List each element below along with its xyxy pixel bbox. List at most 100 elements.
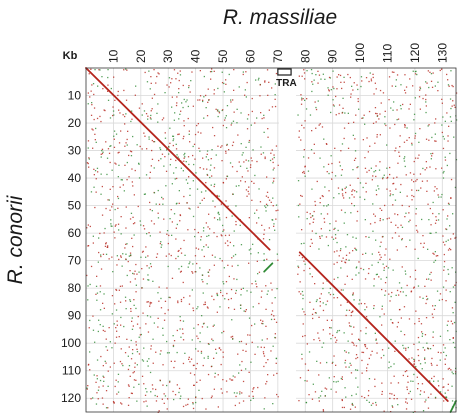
background-dot [92, 129, 94, 131]
background-dot [306, 98, 308, 100]
background-dot [382, 263, 384, 265]
background-dot [322, 287, 324, 290]
background-dot [113, 323, 115, 325]
background-dot [213, 217, 216, 219]
background-dot [105, 346, 107, 348]
background-dot [332, 238, 335, 240]
background-dot [318, 374, 320, 376]
background-dot [425, 161, 427, 163]
background-dot [240, 307, 242, 309]
background-dot [376, 136, 378, 138]
background-dot [100, 268, 103, 270]
background-dot [151, 139, 153, 142]
background-dot [349, 76, 351, 79]
background-dot [422, 346, 424, 349]
background-dot [197, 248, 200, 250]
background-dot [396, 74, 399, 76]
background-dot [329, 293, 332, 296]
background-dot [325, 143, 328, 145]
background-dot [92, 83, 95, 85]
background-dot [193, 384, 195, 386]
background-dot [101, 214, 104, 216]
background-dot [388, 217, 390, 219]
background-dot [163, 393, 165, 395]
background-dot [267, 128, 269, 130]
background-dot [225, 152, 227, 154]
background-dot [353, 121, 355, 123]
background-dot [228, 275, 230, 278]
background-dot [401, 266, 403, 268]
background-dot [324, 395, 326, 397]
background-dot [367, 272, 370, 275]
background-dot [441, 167, 443, 169]
background-dot [404, 126, 406, 128]
background-dot [152, 388, 154, 390]
background-dot [166, 352, 169, 354]
background-dot [256, 209, 258, 211]
background-dot [240, 180, 242, 182]
background-dot [208, 213, 210, 215]
background-dot [427, 396, 430, 399]
background-dot [233, 245, 235, 247]
background-dot [408, 392, 410, 395]
background-dot [203, 197, 205, 199]
background-dot [179, 271, 182, 273]
background-dot [186, 202, 188, 204]
background-dot [188, 358, 190, 360]
background-dot [404, 156, 406, 158]
background-dot [197, 131, 199, 133]
background-dot [246, 81, 248, 84]
background-dot [210, 397, 213, 399]
background-dot [213, 135, 216, 137]
background-dot [379, 254, 381, 256]
background-dot [130, 358, 133, 360]
background-dot [145, 256, 147, 258]
background-dot [322, 195, 324, 198]
background-dot [134, 362, 136, 364]
background-dot [420, 323, 423, 325]
background-dot [103, 376, 105, 378]
background-dot [409, 172, 412, 174]
background-dot [335, 341, 337, 343]
background-dot [179, 316, 181, 318]
alignment-segment [449, 400, 457, 413]
background-dot [185, 101, 187, 103]
background-dot [424, 169, 426, 171]
background-dot [116, 324, 118, 326]
background-dot [303, 72, 306, 74]
background-dot [435, 255, 437, 257]
background-dot [210, 78, 212, 80]
background-dot [272, 182, 274, 184]
background-dot [262, 320, 264, 322]
background-dot [366, 137, 368, 139]
background-dot [245, 189, 248, 191]
background-dot [232, 141, 235, 143]
background-dot [110, 87, 112, 90]
background-dot [300, 139, 302, 141]
background-dot [218, 213, 220, 216]
background-dot [411, 189, 413, 191]
background-dot [237, 264, 239, 267]
background-dot [390, 295, 392, 298]
background-dot [339, 165, 341, 167]
background-dot [138, 383, 140, 385]
background-dot [405, 398, 407, 400]
background-dot [343, 197, 345, 199]
background-dot [207, 88, 209, 90]
background-dot [163, 165, 165, 167]
y-axis-label: R. conorii [4, 194, 27, 284]
background-dot [398, 294, 400, 296]
background-dot [132, 272, 134, 275]
background-dot [384, 254, 386, 256]
background-dot [141, 114, 143, 116]
background-dot [452, 213, 454, 215]
background-dot [344, 112, 346, 114]
background-dot [348, 352, 350, 354]
background-dot [126, 69, 128, 71]
background-dot [435, 219, 438, 221]
background-dot [220, 146, 222, 148]
background-dot [113, 76, 115, 78]
background-dot [227, 298, 230, 301]
background-dot [162, 384, 164, 386]
background-dot [424, 358, 426, 360]
